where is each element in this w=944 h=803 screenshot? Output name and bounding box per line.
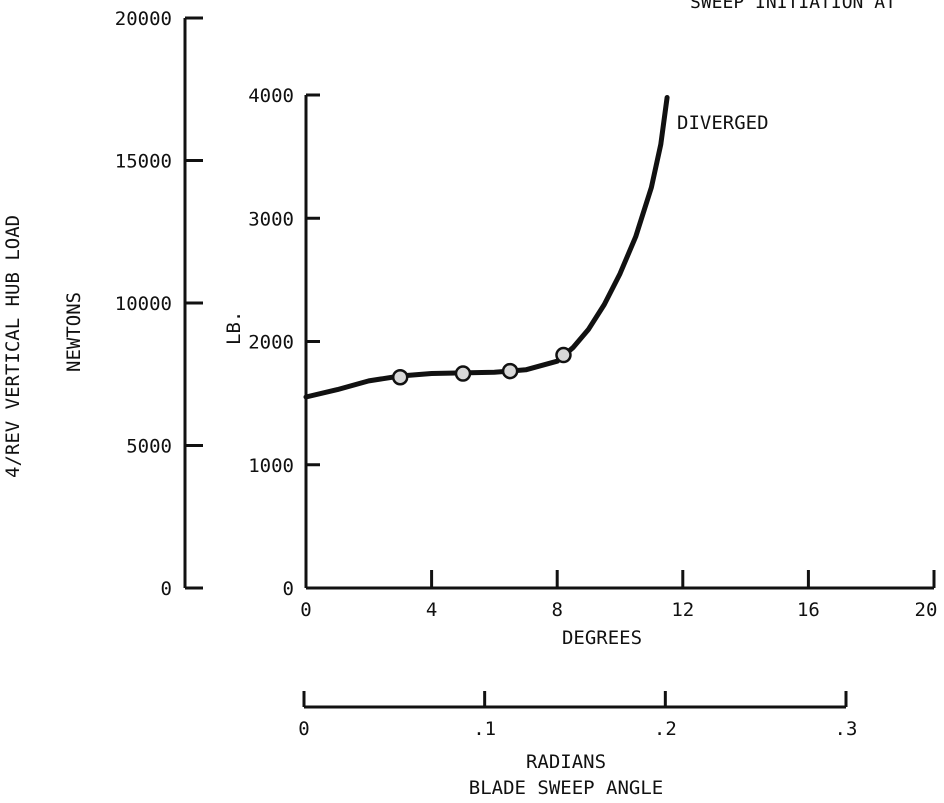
degrees-tick-label: 12	[671, 599, 694, 621]
degrees-tick-label: 20	[915, 599, 938, 621]
degrees-axis-title: DEGREES	[562, 627, 642, 649]
x-axis-main-title: BLADE SWEEP ANGLE	[469, 777, 663, 799]
y-axis-main-title: 4/REV VERTICAL HUB LOAD	[2, 215, 24, 478]
data-point-marker	[555, 346, 572, 364]
chart-title: SWEEP INITIATION AT	[690, 0, 896, 13]
radians-tick-label: .1	[473, 718, 496, 740]
newtons-tick-label: 5000	[126, 436, 172, 458]
degrees-tick-label: 8	[551, 599, 562, 621]
lb-tick-label: 3000	[248, 208, 294, 230]
data-markers	[391, 346, 572, 386]
lb-axis-ticks: 0 1000 2000 3000 4000	[248, 85, 320, 600]
radians-tick-label: 0	[298, 718, 309, 740]
newtons-axis-title: NEWTONS	[63, 292, 85, 372]
lb-tick-label: 1000	[248, 455, 294, 477]
lb-tick-label: 2000	[248, 332, 294, 354]
newtons-tick-label: 10000	[115, 293, 172, 315]
radians-tick-label: .2	[654, 718, 677, 740]
newtons-tick-label: 15000	[115, 151, 172, 173]
hub-load-curve	[303, 95, 670, 400]
diverged-annotation: DIVERGED	[677, 112, 769, 134]
radians-axis-title: RADIANS	[526, 751, 606, 773]
degrees-axis-ticks: 0 4 8 12 16 20	[300, 570, 937, 621]
lb-axis-title: LB.	[223, 311, 245, 345]
data-point-marker	[501, 362, 519, 380]
lb-tick-label: 4000	[248, 85, 294, 107]
radians-axis-ticks: 0 .1 .2 .3	[298, 691, 857, 740]
newtons-tick-label: 20000	[115, 8, 172, 30]
data-point-marker	[454, 365, 472, 382]
degrees-tick-label: 16	[797, 599, 820, 621]
radians-tick-label: .3	[835, 718, 858, 740]
degrees-tick-label: 4	[426, 599, 437, 621]
newtons-tick-label: 0	[161, 578, 172, 600]
data-point-marker	[391, 368, 409, 386]
newtons-axis-ticks: 0 5000 10000 15000 20000	[115, 8, 203, 600]
lb-tick-label: 0	[283, 578, 294, 600]
degrees-tick-label: 0	[300, 599, 311, 621]
